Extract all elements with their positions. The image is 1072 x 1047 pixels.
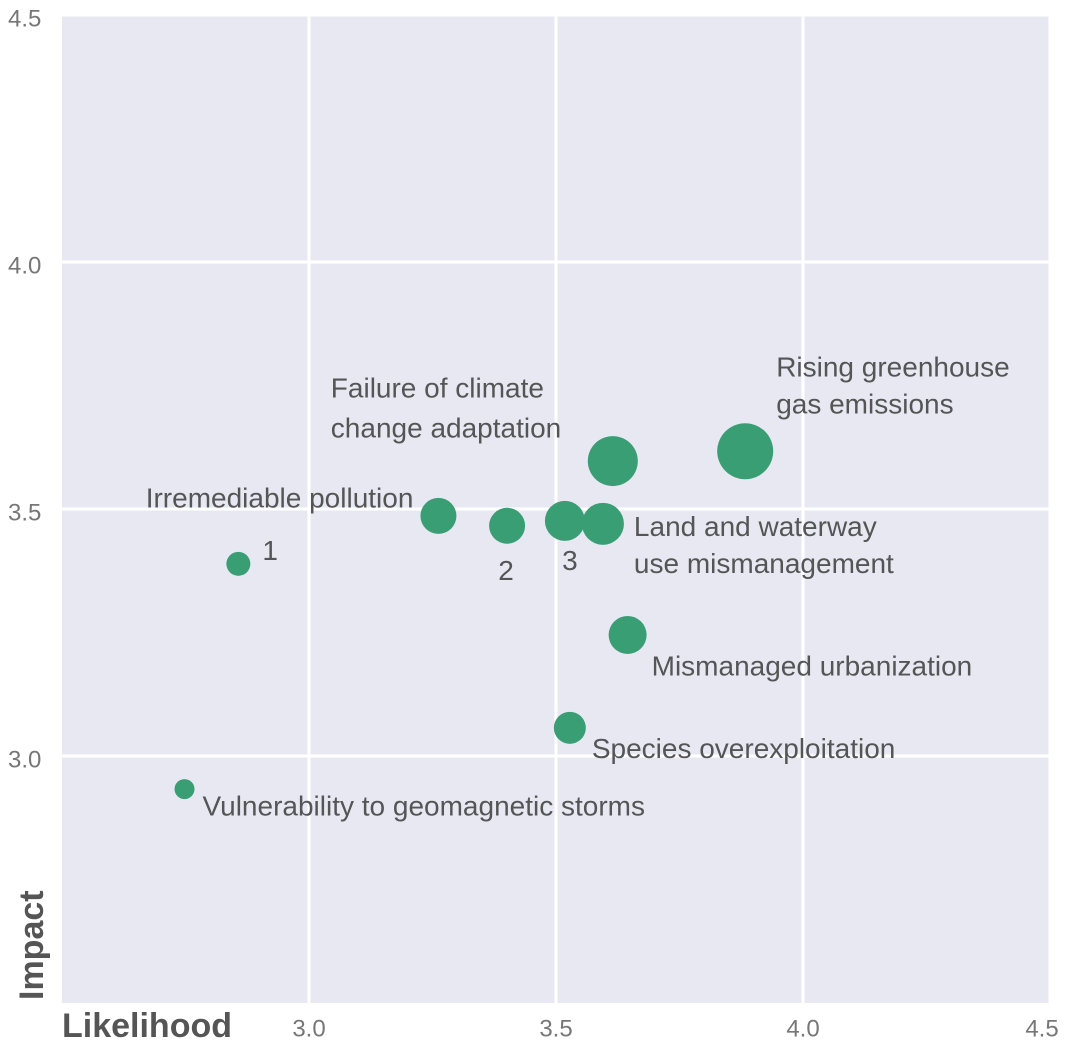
point-label: gas emissions — [776, 389, 953, 420]
bubble — [544, 500, 585, 541]
point-label: Failure of climate — [331, 372, 544, 403]
bubble — [553, 711, 586, 744]
point-label: Species overexploitation — [592, 733, 896, 764]
y-axis-label: Impact — [13, 890, 51, 1000]
point-label: Rising greenhouse — [776, 352, 1010, 383]
point-label: 2 — [498, 555, 514, 586]
y-tick-label: 4.0 — [8, 252, 41, 279]
y-tick-label: 3.5 — [8, 499, 41, 526]
point-label: 3 — [562, 545, 578, 576]
point-label: change adaptation — [331, 412, 561, 443]
bubble — [420, 497, 457, 534]
bubble — [587, 436, 638, 487]
y-tick-label: 4.5 — [8, 5, 41, 32]
y-tick-label: 3.0 — [8, 746, 41, 773]
bubble — [226, 551, 251, 576]
x-tick-label: 3.5 — [539, 1015, 572, 1042]
x-tick-label: 4.5 — [1025, 1015, 1058, 1042]
point-label: use mismanagement — [634, 548, 894, 579]
bubble — [174, 779, 195, 800]
point-label: Mismanaged urbanization — [652, 650, 973, 681]
point-label: Vulnerability to geomagnetic storms — [203, 790, 646, 821]
point-label: 1 — [262, 535, 278, 566]
point-label: Irremediable pollution — [146, 482, 414, 513]
bubble — [608, 615, 647, 654]
bubble — [581, 502, 624, 545]
bubble — [489, 507, 526, 544]
x-tick-label: 4.0 — [786, 1015, 819, 1042]
x-axis-label: Likelihood — [62, 1007, 232, 1045]
point-label: Land and waterway — [634, 511, 877, 542]
bubble — [717, 423, 774, 480]
x-tick-label: 3.0 — [292, 1015, 325, 1042]
